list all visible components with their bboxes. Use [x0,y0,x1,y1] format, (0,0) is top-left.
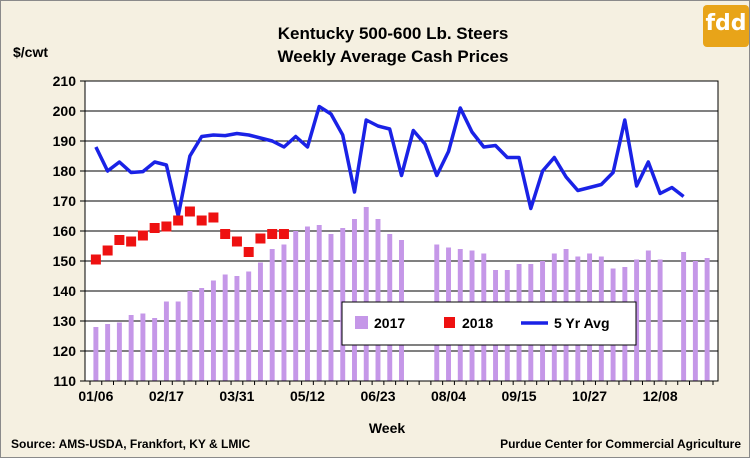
marker-2018 [149,223,160,233]
marker-2018 [231,236,242,247]
marker-2018 [243,247,254,257]
x-tick-label: 06/23 [360,388,395,404]
bar-2017 [281,244,287,381]
bar-2017 [352,219,357,381]
bar-2017 [116,322,122,381]
chart-subtitle: Weekly Average Cash Prices [278,47,509,66]
bar-2017 [681,252,687,381]
marker-2018 [184,206,195,217]
bar-2017 [634,259,640,381]
bar-2017 [375,219,381,381]
marker-2018 [267,229,278,239]
bar-2017 [152,318,158,381]
bar-2017 [140,313,146,381]
marker-2018 [90,254,101,265]
marker-2018 [208,212,219,223]
legend-swatch-2017 [355,316,368,329]
marker-2018 [196,215,207,226]
bar-2017 [304,226,310,381]
x-tick-label: 02/17 [149,388,184,404]
y-tick-labels: 110 120 130 140 150 160 170 180 190 200 210 [53,73,85,389]
fdd-logo-text: fdd [705,11,747,36]
y-axis-label: $/cwt [13,44,48,60]
plot-border [84,80,719,382]
marker-2018 [126,236,137,247]
y-tick-label: 180 [53,163,77,179]
fdd-logo: fdd [703,5,749,47]
marker-2018 [114,235,125,245]
y-tick-label: 110 [53,373,76,389]
legend-swatch-2018 [444,317,455,328]
bar-2017 [128,315,134,381]
line-5yr-avg [94,104,685,218]
series-5yr-avg-line [94,104,685,218]
legend-label-2018: 2018 [462,315,493,331]
x-tick-labels: 01/06 02/17 03/31 05/12 06/23 08/04 09/15 10/27… [78,381,714,404]
legend-box [341,301,637,346]
x-tick-label: 05/12 [290,388,325,404]
y-tick-label: 140 [53,283,77,299]
bar-2017 [704,258,710,381]
marker-2018 [220,229,231,239]
x-tick-label: 01/06 [78,388,113,404]
legend-label-2017: 2017 [374,315,405,331]
bar-2017 [316,225,322,381]
x-tick-label: 09/15 [502,388,537,404]
bar-2017 [246,271,252,381]
marker-2018 [255,233,266,244]
y-tick-label: 170 [53,193,77,209]
bar-2017 [269,249,275,381]
marker-2018 [161,221,172,232]
bar-2017 [257,262,263,381]
y-tick-label: 200 [53,103,77,119]
bar-2017 [210,280,216,381]
y-tick-label: 190 [53,133,77,149]
x-tick-label: 12/08 [643,388,678,404]
legend: 2017 2018 5 Yr Avg [341,301,637,346]
bar-2017 [293,231,299,381]
bar-2017 [199,288,205,381]
legend-label-5yr-avg: 5 Yr Avg [554,315,610,331]
bar-2017 [222,274,228,381]
bar-2017 [187,291,193,381]
bar-2017 [363,207,369,381]
bar-2017 [105,324,111,381]
series-2018-markers [90,206,289,265]
bar-2017 [163,301,169,381]
y-tick-label: 150 [53,253,77,269]
marker-2018 [102,245,113,256]
x-tick-label: 08/04 [431,388,466,404]
credit-note: Purdue Center for Commercial Agriculture [500,437,741,451]
y-tick-label: 130 [53,313,77,329]
y-tick-label: 160 [53,223,77,239]
bar-2017 [692,261,698,381]
y-tick-label: 210 [53,73,77,89]
marker-2018 [137,230,148,241]
bar-2017 [328,234,334,381]
bar-2017 [645,250,651,381]
chart-title: Kentucky 500-600 Lb. Steers [278,24,509,43]
bar-2017 [234,276,240,381]
bar-2017 [657,259,663,381]
source-note: Source: AMS-USDA, Frankfort, KY & LMIC [11,437,251,451]
y-tick-label: 120 [53,343,77,359]
bar-2017 [93,327,99,381]
marker-2018 [278,229,289,239]
x-tick-label: 03/31 [219,388,254,404]
bar-2017 [175,301,181,381]
x-tick-label: 10/27 [572,388,607,404]
marker-2018 [173,215,184,226]
x-axis-label: Week [369,420,406,436]
